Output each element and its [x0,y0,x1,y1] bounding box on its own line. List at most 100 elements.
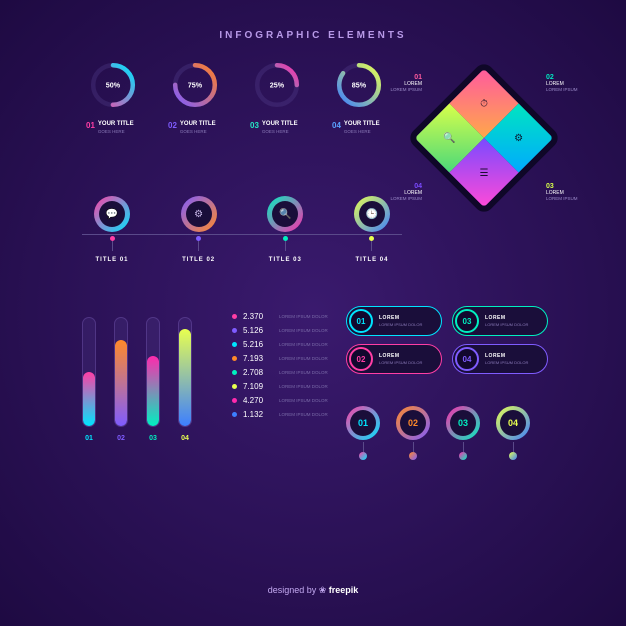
numlist-value: 2.708 [243,368,273,377]
numlist-section: 2.370 LOREM IPSUM DOLOR 5.126 LOREM IPSU… [232,312,328,424]
donut-item: 25% 03 YOUR TITLE GOES HERE [246,58,308,134]
vbar-label: 02 [114,435,128,442]
vbar-fill [83,372,95,426]
donut-subtitle: GOES HERE [262,129,298,134]
timeline-icon: 🕒 [359,201,385,227]
pill-text: LOREM LOREM IPSUM DOLOR [485,353,528,365]
pill-number: 03 [455,309,479,333]
timeline-item: 🔍 TITLE 03 [255,196,315,263]
donut-item: 75% 02 YOUR TITLE GOES HERE [164,58,226,134]
timeline-connector [371,241,372,251]
donut-title: YOUR TITLE [344,121,380,127]
donut-title: YOUR TITLE [180,121,216,127]
numlist-value: 2.370 [243,312,273,321]
numlist-dot [232,412,237,417]
ring-pin [463,442,464,452]
vbar-label: 01 [82,435,96,442]
donut-chart: 25% [250,58,304,112]
timeline-circle: 💬 [94,196,130,232]
donut-num: 04 [332,121,341,130]
vbar-item: 03 [146,317,160,442]
numlist-dot [232,342,237,347]
vbar-track [114,317,128,427]
timeline-title: TITLE 02 [169,257,229,263]
vbar-fill [115,340,127,426]
rings-section: 01 02 03 04 [346,406,530,460]
numlist-sub: LOREM IPSUM DOLOR [279,370,328,375]
pill-number: 04 [455,347,479,371]
numlist-value: 7.109 [243,382,273,391]
numlist-row: 7.109 LOREM IPSUM DOLOR [232,382,328,391]
pill-text: LOREM LOREM IPSUM DOLOR [485,315,528,327]
timeline-axis [82,234,402,235]
svg-text:85%: 85% [352,81,367,90]
numlist-dot [232,328,237,333]
donut-subtitle: GOES HERE [344,129,380,134]
numlist-row: 1.132 LOREM IPSUM DOLOR [232,410,328,419]
ring-number: 01 [350,410,376,436]
donut-num: 03 [250,121,259,130]
ring-pin [413,442,414,452]
timeline-circle: 🕒 [354,196,390,232]
timeline-item: ⚙ TITLE 02 [169,196,229,263]
pill-text: LOREM LOREM IPSUM DOLOR [379,353,422,365]
numlist-sub: LOREM IPSUM DOLOR [279,328,328,333]
numlist-sub: LOREM IPSUM DOLOR [279,398,328,403]
pill-text: LOREM LOREM IPSUM DOLOR [379,315,422,327]
donut-num: 01 [86,121,95,130]
diamond-shape: ⏱⚙🔍☰ [406,60,562,216]
timeline-item: 💬 TITLE 01 [82,196,142,263]
ring-item: 01 [346,406,380,460]
ring-dot [459,452,467,460]
footer-brand: freepik [329,585,359,595]
page-title: INFOGRAPHIC ELEMENTS [0,0,626,41]
footer-icon: ❀ [319,585,327,595]
timeline-circle: 🔍 [267,196,303,232]
ring-number: 04 [500,410,526,436]
footer-prefix: designed by [268,585,319,595]
ring-item: 03 [446,406,480,460]
timeline-title: TITLE 03 [255,257,315,263]
vbar-track [146,317,160,427]
numlist-value: 5.126 [243,326,273,335]
numlist-dot [232,398,237,403]
timeline-items: 💬 TITLE 01 ⚙ TITLE 02 🔍 TITLE 03 🕒 TITLE… [82,196,402,263]
timeline-icon: 🔍 [272,201,298,227]
quad-icon: ⚙ [514,133,523,144]
numlist-sub: LOREM IPSUM DOLOR [279,412,328,417]
donut-item: 85% 04 YOUR TITLE GOES HERE [328,58,390,134]
numlist-row: 2.708 LOREM IPSUM DOLOR [232,368,328,377]
vbar-fill [179,329,191,426]
numlist-value: 7.193 [243,354,273,363]
ring-pin [363,442,364,452]
vbar-item: 02 [114,317,128,442]
numlist-sub: LOREM IPSUM DOLOR [279,342,328,347]
numlist-dot [232,370,237,375]
pill-item: 02 LOREM LOREM IPSUM DOLOR [346,344,442,374]
numlist-value: 1.132 [243,410,273,419]
diamond-label: 03LOREMLOREM IPSUM [546,183,596,202]
ring-dot [359,452,367,460]
donut-item: 50% 01 YOUR TITLE GOES HERE [82,58,144,134]
ring-dot [509,452,517,460]
numlist-row: 2.370 LOREM IPSUM DOLOR [232,312,328,321]
numlist-value: 5.216 [243,340,273,349]
quad-icon: ☰ [480,167,489,178]
vbar-item: 04 [178,317,192,442]
timeline-connector [198,241,199,251]
numlist-row: 7.193 LOREM IPSUM DOLOR [232,354,328,363]
timeline-circle: ⚙ [181,196,217,232]
pill-item: 01 LOREM LOREM IPSUM DOLOR [346,306,442,336]
svg-text:75%: 75% [188,81,203,90]
ring-pin [513,442,514,452]
donut-num: 02 [168,121,177,130]
donut-title: YOUR TITLE [262,121,298,127]
pill-item: 04 LOREM LOREM IPSUM DOLOR [452,344,548,374]
donut-chart: 75% [168,58,222,112]
donut-section: 50% 01 YOUR TITLE GOES HERE 75% 02 YOUR … [82,58,390,134]
ring-circle: 04 [496,406,530,440]
ring-dot [409,452,417,460]
svg-text:50%: 50% [106,81,121,90]
ring-circle: 01 [346,406,380,440]
diamond-label: 01LOREMLOREM IPSUM [372,74,422,93]
